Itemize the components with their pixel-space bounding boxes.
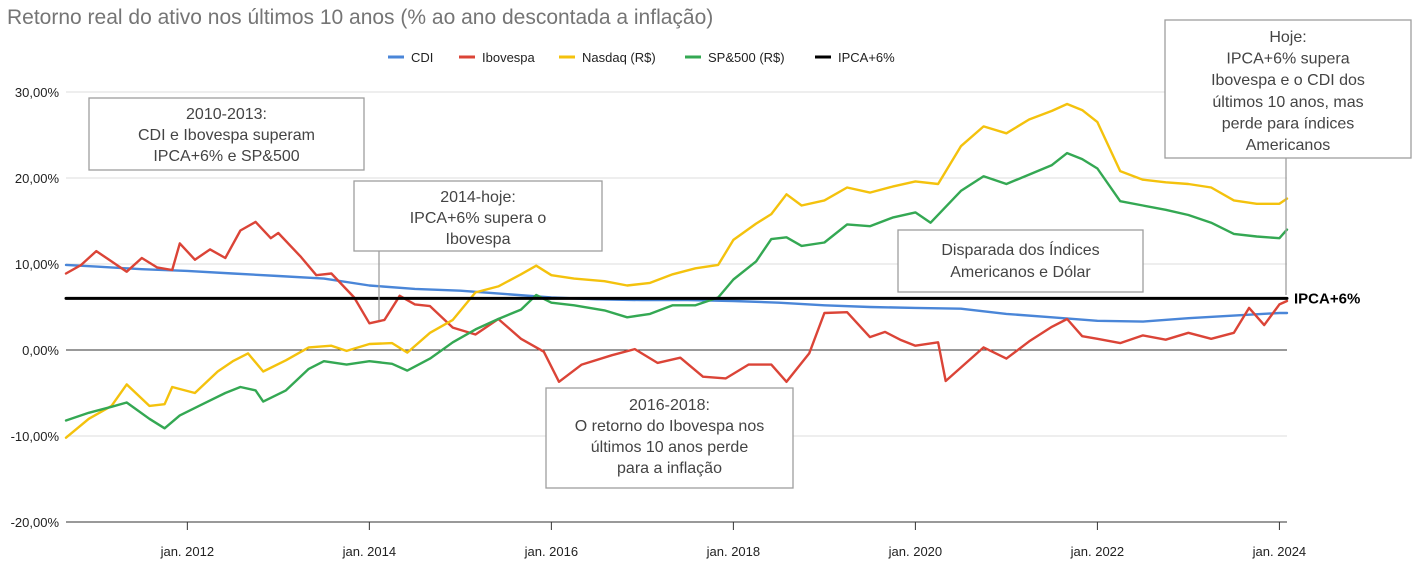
annotation-text-line: 2016-2018: <box>629 397 710 414</box>
series-line-sp-500-r <box>64 151 1289 430</box>
annotation-text-line: Americanos e Dólar <box>950 264 1091 281</box>
annotation-text-line: Ibovespa e o CDI dos <box>1211 72 1365 89</box>
annotation-box <box>353 180 603 252</box>
series-line-ibovespa <box>64 220 1289 383</box>
annotation-text-line: IPCA+6% supera <box>1226 51 1349 68</box>
annotation-box <box>545 387 794 489</box>
series-lines: IPCA+6% <box>64 102 1360 439</box>
legend-label-ipca-6: IPCA+6% <box>838 50 895 65</box>
x-tick-label: jan. 2022 <box>1070 544 1125 559</box>
annotation-box <box>1164 19 1412 159</box>
series-line-nasdaq-r <box>64 102 1289 439</box>
annotation-text-line: Ibovespa <box>446 231 511 248</box>
legend-label-ibovespa: Ibovespa <box>482 50 536 65</box>
axis-labels: 30,00% 20,00% 10,00% 0,00% -10,00% -20,00% jan… <box>11 85 1307 559</box>
annotation-a2014: 2014-hoje: IPCA+6% supera o Ibovespa <box>353 180 603 320</box>
y-tick-label: 30,00% <box>15 85 60 100</box>
annotation-a2010: 2010-2013: CDI e Ibovespa superam IPCA+6% … <box>88 97 365 171</box>
y-tick-label: 0,00% <box>22 343 59 358</box>
legend-label-cdi: CDI <box>411 50 433 65</box>
series-line-cdi <box>64 263 1289 323</box>
annotation-text-line: 2014-hoje: <box>440 189 516 206</box>
x-tick-label: jan. 2016 <box>524 544 579 559</box>
annotation-a2016: 2016-2018: O retorno do Ibovespa nos últim… <box>545 387 794 489</box>
annotation-text-line: últimos 10 anos perde <box>591 439 749 456</box>
legend-label-nasdaq-r: Nasdaq (R$) <box>582 50 656 65</box>
reference-line-label: IPCA+6% <box>1294 290 1360 307</box>
legend: CDI Ibovespa Nasdaq (R$) SP&500 (R$) IPCA+6% <box>388 50 895 65</box>
annotation-text-line: CDI e Ibovespa superam <box>138 127 315 144</box>
annotations: 2010-2013: CDI e Ibovespa superam IPCA+6% … <box>88 19 1412 489</box>
x-tick-label: jan. 2024 <box>1252 544 1307 559</box>
x-tick-label: jan. 2012 <box>160 544 215 559</box>
chart-title: Retorno real do ativo nos últimos 10 ano… <box>7 6 713 29</box>
annotation-text-line: Disparada dos Índices <box>941 240 1099 259</box>
annotation-text-line: 2010-2013: <box>186 106 267 123</box>
annotation-box <box>88 97 365 171</box>
y-tick-label: -10,00% <box>11 429 60 444</box>
x-tick-label: jan. 2014 <box>342 544 397 559</box>
legend-label-sp-500-r: SP&500 (R$) <box>708 50 785 65</box>
y-tick-label: 20,00% <box>15 171 60 186</box>
annotation-text-line: Americanos <box>1246 137 1330 154</box>
annotation-text-line: IPCA+6% e SP&500 <box>153 148 299 165</box>
annotation-ahoje: Hoje: IPCA+6% supera Ibovespa e o CDI dos ú… <box>1164 19 1412 295</box>
annotation-text-line: perde para índices <box>1222 115 1355 132</box>
annotation-text-line: últimos 10 anos, mas <box>1212 94 1363 111</box>
x-tick-label: jan. 2020 <box>888 544 943 559</box>
x-tick-label: jan. 2018 <box>706 544 761 559</box>
y-tick-label: -20,00% <box>11 515 60 530</box>
y-tick-label: 10,00% <box>15 257 60 272</box>
annotation-box <box>897 229 1144 293</box>
annotation-text-line: IPCA+6% supera o <box>410 210 547 227</box>
annotation-text-line: Hoje: <box>1269 29 1306 46</box>
annotation-text-line: para a inflação <box>617 460 722 477</box>
annotation-adisp: Disparada dos Índices Americanos e Dólar <box>897 229 1144 293</box>
annotation-text-line: O retorno do Ibovespa nos <box>575 418 764 435</box>
